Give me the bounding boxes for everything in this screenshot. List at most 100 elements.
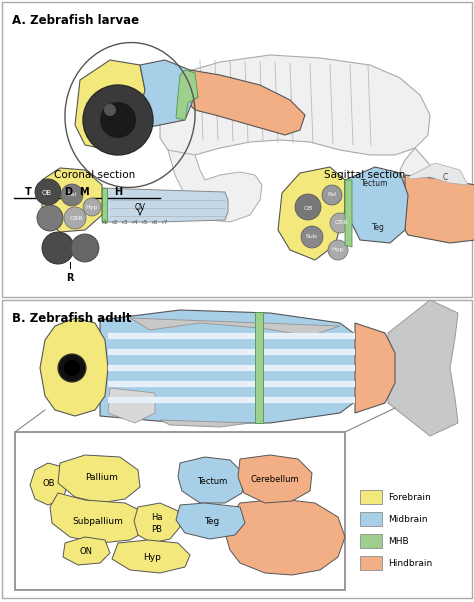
FancyBboxPatch shape: [360, 512, 382, 526]
Polygon shape: [108, 388, 155, 423]
Polygon shape: [408, 163, 468, 185]
Polygon shape: [130, 318, 340, 336]
Circle shape: [330, 213, 350, 233]
Polygon shape: [176, 503, 245, 539]
Polygon shape: [238, 455, 312, 503]
Polygon shape: [405, 175, 474, 243]
Text: Hyp: Hyp: [332, 247, 344, 252]
Polygon shape: [112, 540, 190, 573]
FancyBboxPatch shape: [2, 300, 472, 598]
Text: Subpallium: Subpallium: [73, 517, 123, 526]
Text: C: C: [442, 173, 447, 181]
Polygon shape: [134, 503, 180, 543]
Circle shape: [322, 185, 342, 205]
Text: r5: r5: [142, 220, 148, 225]
Polygon shape: [63, 537, 110, 565]
Text: Hindbrain: Hindbrain: [388, 559, 432, 568]
Text: Coronal section: Coronal section: [55, 170, 136, 180]
Text: T: T: [25, 187, 31, 197]
Polygon shape: [255, 312, 263, 423]
Text: r7: r7: [162, 220, 168, 225]
Text: A. Zebrafish larvae: A. Zebrafish larvae: [12, 14, 139, 27]
Polygon shape: [168, 150, 262, 222]
Text: PB: PB: [152, 526, 163, 535]
Text: Ha: Ha: [151, 514, 163, 523]
Polygon shape: [135, 60, 195, 130]
Circle shape: [64, 207, 86, 229]
Text: r2: r2: [112, 220, 118, 225]
Polygon shape: [178, 457, 245, 503]
Text: Tectum: Tectum: [361, 179, 389, 187]
Polygon shape: [40, 318, 108, 416]
Polygon shape: [100, 310, 365, 423]
Text: M: M: [79, 187, 89, 197]
Text: Midbrain: Midbrain: [388, 515, 428, 524]
Polygon shape: [42, 168, 102, 232]
Polygon shape: [102, 188, 228, 222]
Polygon shape: [345, 180, 352, 247]
Circle shape: [71, 234, 99, 262]
Text: r4: r4: [132, 220, 138, 225]
FancyBboxPatch shape: [360, 490, 382, 504]
Polygon shape: [388, 300, 458, 436]
Polygon shape: [188, 70, 305, 135]
Circle shape: [42, 232, 74, 264]
Text: Pallium: Pallium: [86, 473, 118, 482]
Text: Hyp: Hyp: [143, 553, 161, 562]
Polygon shape: [160, 420, 250, 427]
Polygon shape: [345, 167, 408, 243]
Circle shape: [58, 354, 86, 382]
Text: Sub: Sub: [306, 235, 318, 240]
Text: Sagittal section: Sagittal section: [324, 170, 406, 180]
Text: H: H: [114, 187, 122, 197]
Circle shape: [104, 104, 116, 116]
Text: ON: ON: [80, 547, 92, 556]
Text: Teg: Teg: [204, 517, 219, 526]
Circle shape: [35, 179, 61, 205]
Circle shape: [64, 360, 80, 376]
Text: OB: OB: [303, 205, 313, 211]
Text: Hyp: Hyp: [86, 205, 98, 209]
Circle shape: [295, 194, 321, 220]
Text: B. Zebrafish adult: B. Zebrafish adult: [12, 312, 131, 325]
Text: r3: r3: [122, 220, 128, 225]
Circle shape: [301, 226, 323, 248]
Text: D: D: [64, 187, 72, 197]
Text: Teg: Teg: [372, 223, 384, 232]
FancyBboxPatch shape: [2, 2, 472, 297]
Polygon shape: [58, 455, 140, 503]
Text: Cerebellum: Cerebellum: [251, 474, 299, 483]
Text: Pal: Pal: [67, 193, 76, 197]
Circle shape: [83, 85, 153, 155]
Text: ORR: ORR: [334, 220, 348, 226]
Polygon shape: [176, 70, 198, 120]
Polygon shape: [355, 323, 395, 413]
Text: Tectum: Tectum: [197, 477, 227, 485]
Polygon shape: [225, 499, 345, 575]
Text: OV: OV: [135, 202, 146, 211]
Polygon shape: [102, 188, 107, 222]
Text: r1: r1: [102, 220, 108, 225]
Polygon shape: [400, 148, 450, 225]
Text: R: R: [66, 273, 74, 283]
Text: r6: r6: [152, 220, 158, 225]
Polygon shape: [50, 493, 148, 543]
Text: OB: OB: [42, 190, 52, 196]
FancyBboxPatch shape: [360, 534, 382, 548]
Text: OB: OB: [43, 480, 55, 488]
FancyBboxPatch shape: [360, 556, 382, 570]
Polygon shape: [160, 55, 430, 160]
Circle shape: [328, 240, 348, 260]
Text: MHB: MHB: [388, 536, 409, 545]
Text: ORR: ORR: [69, 216, 83, 220]
FancyBboxPatch shape: [15, 432, 345, 590]
Circle shape: [37, 205, 63, 231]
Text: Pal: Pal: [328, 193, 337, 197]
Circle shape: [61, 184, 83, 206]
Polygon shape: [278, 167, 345, 260]
Circle shape: [83, 198, 101, 216]
Circle shape: [100, 102, 136, 138]
Polygon shape: [30, 463, 68, 505]
Text: Forebrain: Forebrain: [388, 492, 431, 501]
Polygon shape: [75, 60, 145, 150]
